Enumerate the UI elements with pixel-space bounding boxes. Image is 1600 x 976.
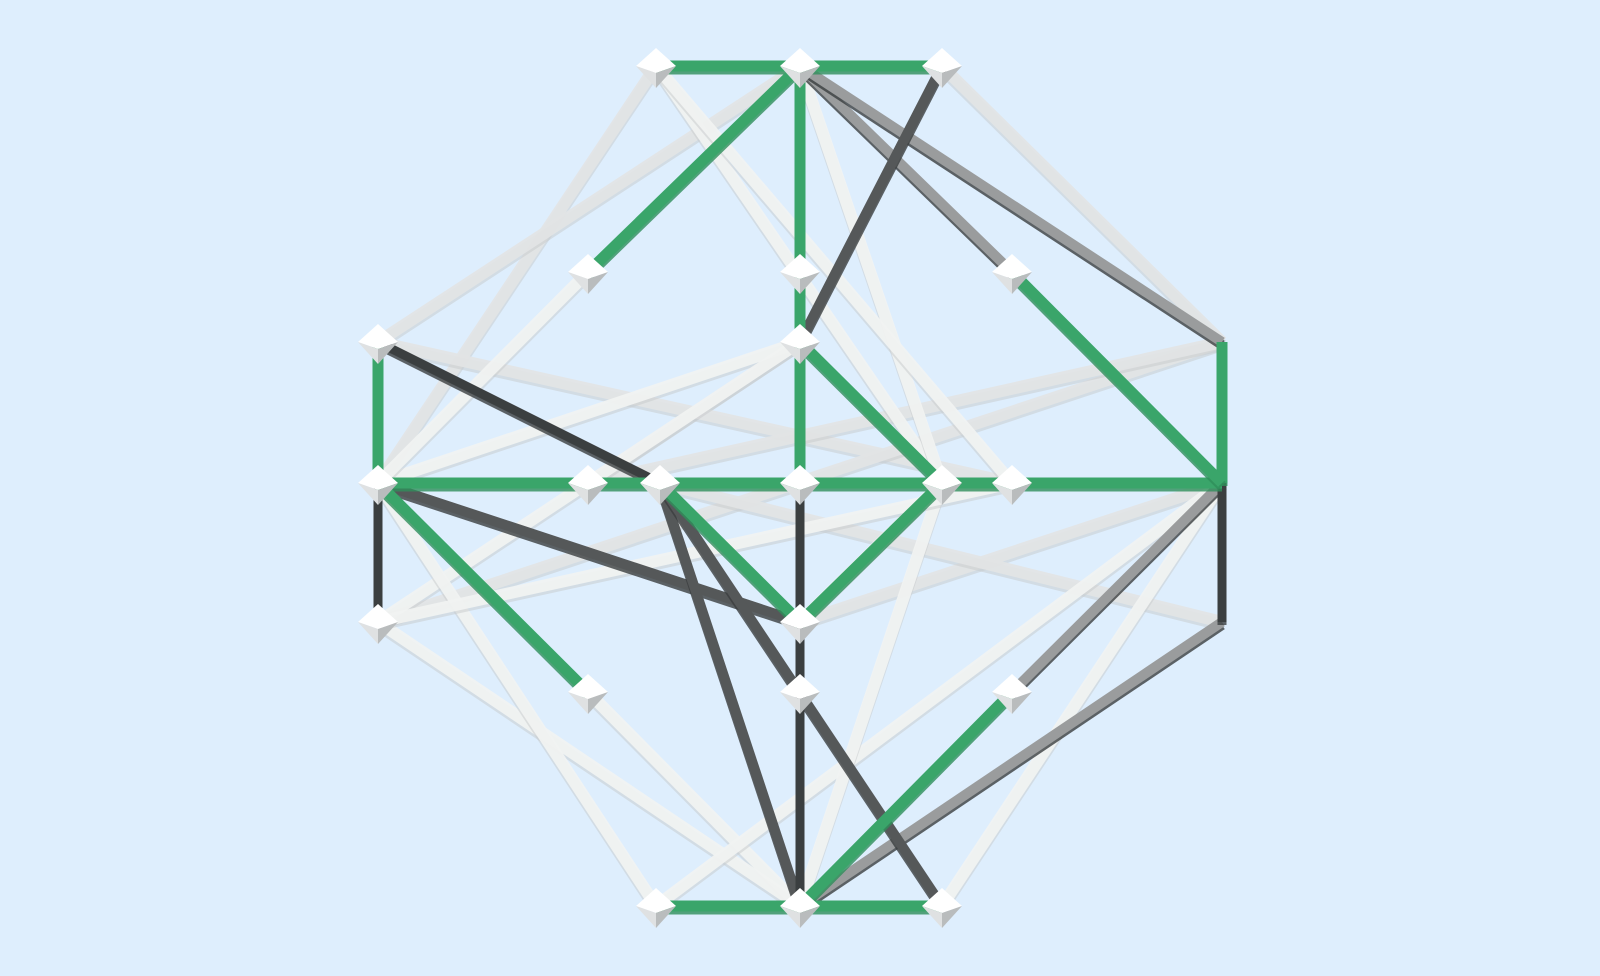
strut-LC-M4 bbox=[796, 479, 946, 629]
strut-C2-L2 bbox=[376, 336, 802, 492]
strut-B1-B2 bbox=[656, 900, 800, 915]
strut-T2-R1 bbox=[797, 61, 1225, 350]
strut-B2-B3 bbox=[800, 900, 942, 915]
strut-L2-M1 bbox=[378, 477, 588, 492]
strut-T2-L1 bbox=[374, 60, 804, 351]
octahedron-node-icon-B3 bbox=[922, 888, 962, 928]
strut-T1-L2 bbox=[373, 62, 661, 490]
strut-R2-LR bbox=[1008, 479, 1226, 699]
strut-R1-M1 bbox=[586, 336, 1224, 492]
strut-T2-M4 bbox=[794, 64, 948, 488]
strut-C2-M4 bbox=[796, 338, 946, 490]
octahedron-node-icon-M4 bbox=[922, 465, 962, 505]
strut-L3-B2 bbox=[374, 617, 804, 914]
strut-T2-UL bbox=[584, 62, 804, 279]
strut-UR-R2 bbox=[1008, 268, 1226, 490]
strut-R3-B2 bbox=[797, 617, 1225, 914]
strut-LR-B2 bbox=[796, 688, 1016, 913]
strut-T1-T2 bbox=[656, 60, 800, 75]
strut-M2-B2 bbox=[655, 481, 805, 911]
strut-LL-B2 bbox=[583, 687, 805, 914]
octahedron-node-icon-LR bbox=[992, 674, 1032, 714]
strut-T2-T3 bbox=[800, 60, 942, 75]
octahedron-node-icon-T3 bbox=[922, 48, 962, 88]
octahedron-node-icon-M1 bbox=[568, 465, 608, 505]
octahedron-node-icon-B1 bbox=[636, 888, 676, 928]
strut-M4-B2 bbox=[794, 481, 948, 911]
strut-LC-M2 bbox=[656, 479, 804, 629]
strut-T2-UR bbox=[796, 62, 1016, 279]
octahedron-node-icon-M2 bbox=[640, 465, 680, 505]
strut-UL-L2 bbox=[373, 267, 593, 491]
octahedron-node-icon-B2 bbox=[780, 888, 820, 928]
strut-M3-M4 bbox=[800, 477, 942, 492]
strut-L2-LL bbox=[374, 479, 592, 699]
octahedron-node-icon-L3 bbox=[358, 604, 398, 644]
octahedron-node-icon-UR bbox=[992, 254, 1032, 294]
strut-T3-R1 bbox=[937, 61, 1227, 350]
strut-T3-C1 bbox=[795, 63, 947, 348]
node-layer bbox=[358, 48, 1032, 928]
octahedron-node-icon-L1 bbox=[358, 324, 398, 364]
octahedron-node-icon-T2 bbox=[780, 48, 820, 88]
octahedron-node-icon-M3 bbox=[780, 465, 820, 505]
strut-M2-M3 bbox=[660, 477, 800, 492]
octahedron-node-icon-UC bbox=[780, 254, 820, 294]
strut-R3-M2 bbox=[658, 477, 1224, 631]
strut-R2-B1 bbox=[652, 478, 1226, 914]
strut-M5-R2 bbox=[1012, 477, 1222, 492]
octahedron-node-icon-UL bbox=[568, 254, 608, 294]
strut-LC-R2 bbox=[798, 477, 1224, 631]
octahedron-node-icon-LL bbox=[568, 674, 608, 714]
octahedron-node-icon-LC bbox=[780, 604, 820, 644]
octahedron-node-icon-C1 bbox=[780, 324, 820, 364]
octahedron-node-icon-M5 bbox=[992, 465, 1032, 505]
strut-L1-M2 bbox=[375, 337, 663, 491]
octahedron-node-icon-L2 bbox=[358, 465, 398, 505]
octahedron-node-icon-D2 bbox=[780, 674, 820, 714]
strut-R2-B3 bbox=[936, 479, 1228, 913]
strut-L2-B1 bbox=[372, 479, 662, 913]
octahedron-node-icon-T1 bbox=[636, 48, 676, 88]
